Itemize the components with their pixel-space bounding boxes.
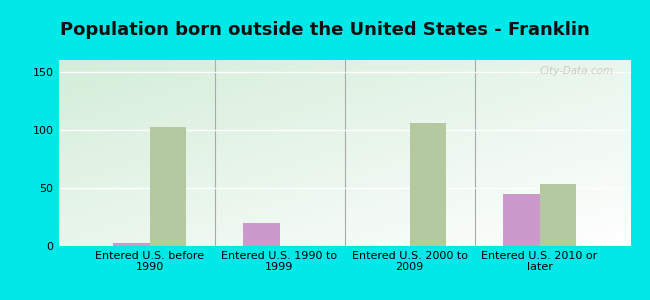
Bar: [243, 223, 280, 246]
Bar: [410, 123, 446, 246]
Bar: [150, 128, 186, 246]
Text: Population born outside the United States - Franklin: Population born outside the United State…: [60, 21, 590, 39]
Text: City-Data.com: City-Data.com: [540, 66, 614, 76]
Bar: [113, 242, 150, 246]
Bar: [540, 184, 576, 246]
Bar: [503, 194, 540, 246]
